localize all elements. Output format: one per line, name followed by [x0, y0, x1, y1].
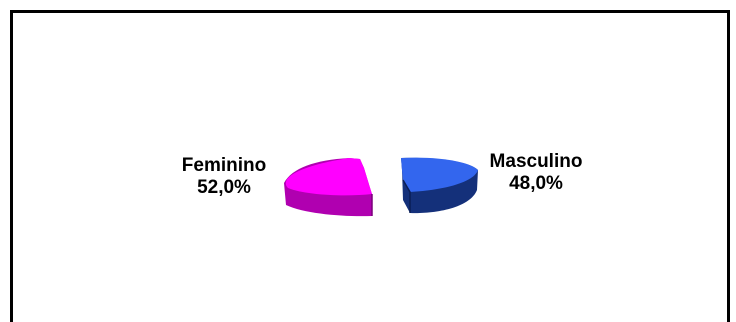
chart-frame: [10, 10, 730, 322]
pie-slice-feminino-top: [285, 158, 372, 196]
slice-label-masculino-value: 48,0%: [509, 173, 563, 194]
slice-label-masculino-name: Masculino: [489, 151, 583, 172]
pie-slice-masculino-top: [401, 157, 478, 192]
slice-label-feminino: Feminino 52,0%: [160, 155, 288, 199]
pie-slice-feminino: [284, 158, 373, 217]
slice-label-masculino: Masculino 48,0%: [472, 151, 600, 195]
pie-slice-masculino: [401, 157, 478, 214]
slice-label-feminino-name: Feminino: [181, 155, 267, 176]
slice-label-feminino-value: 52,0%: [197, 177, 251, 198]
